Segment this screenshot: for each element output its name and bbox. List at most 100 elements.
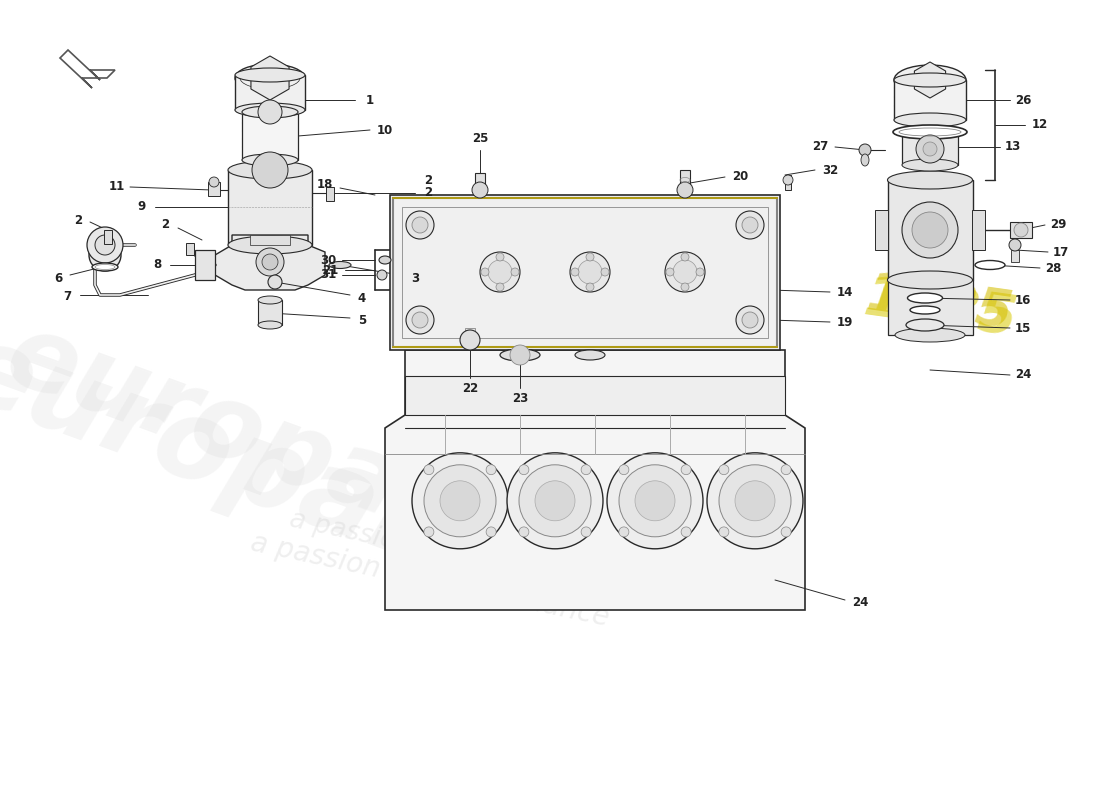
- Ellipse shape: [235, 64, 305, 92]
- Circle shape: [707, 453, 803, 549]
- Text: 11: 11: [109, 181, 125, 194]
- Circle shape: [480, 252, 520, 292]
- Circle shape: [619, 465, 629, 474]
- Circle shape: [406, 211, 434, 239]
- Text: 9: 9: [138, 201, 146, 214]
- Circle shape: [578, 260, 602, 284]
- Circle shape: [696, 268, 704, 276]
- Ellipse shape: [902, 159, 958, 171]
- Bar: [250, 235, 290, 245]
- Text: 2: 2: [161, 218, 169, 231]
- Circle shape: [424, 465, 433, 474]
- Bar: [242, 112, 298, 160]
- Ellipse shape: [242, 154, 298, 166]
- Text: 1: 1: [366, 94, 374, 106]
- Circle shape: [472, 182, 488, 198]
- Polygon shape: [60, 50, 116, 88]
- Text: 12: 12: [1032, 118, 1048, 131]
- Ellipse shape: [975, 261, 1005, 270]
- Polygon shape: [914, 62, 946, 98]
- Text: europarts: europarts: [0, 314, 557, 626]
- Circle shape: [535, 481, 575, 521]
- Text: 14: 14: [837, 286, 854, 298]
- Text: 13: 13: [1005, 141, 1021, 154]
- Bar: [680, 170, 690, 195]
- Circle shape: [619, 527, 629, 537]
- Text: 7: 7: [63, 290, 72, 303]
- Circle shape: [607, 453, 703, 549]
- Bar: [326, 187, 334, 201]
- Text: 3: 3: [411, 271, 419, 285]
- Ellipse shape: [908, 293, 943, 303]
- Ellipse shape: [906, 319, 944, 331]
- Ellipse shape: [235, 103, 305, 117]
- Text: 30: 30: [320, 254, 337, 266]
- Ellipse shape: [894, 113, 966, 127]
- Text: 26: 26: [1015, 94, 1031, 106]
- Text: 5: 5: [358, 314, 366, 326]
- Ellipse shape: [861, 154, 869, 166]
- Text: europarts: europarts: [0, 304, 568, 596]
- Circle shape: [412, 217, 428, 233]
- Polygon shape: [251, 56, 289, 100]
- Bar: [874, 210, 888, 250]
- Circle shape: [486, 527, 496, 537]
- Polygon shape: [385, 350, 805, 610]
- Text: 18: 18: [317, 178, 333, 191]
- Text: 2: 2: [74, 214, 82, 226]
- Ellipse shape: [92, 263, 118, 271]
- Text: 23: 23: [512, 391, 528, 405]
- Bar: [228, 170, 312, 245]
- Circle shape: [666, 252, 705, 292]
- Ellipse shape: [228, 236, 312, 254]
- Bar: [465, 328, 475, 348]
- Circle shape: [486, 465, 496, 474]
- Circle shape: [412, 453, 508, 549]
- Circle shape: [424, 527, 433, 537]
- Circle shape: [1009, 239, 1021, 251]
- Ellipse shape: [575, 350, 605, 360]
- Bar: [1011, 250, 1019, 262]
- Text: 1985: 1985: [864, 269, 1016, 341]
- Circle shape: [586, 253, 594, 261]
- Circle shape: [262, 254, 278, 270]
- Circle shape: [902, 202, 958, 258]
- Bar: [888, 280, 974, 335]
- Ellipse shape: [500, 349, 540, 361]
- Text: 8: 8: [153, 258, 161, 271]
- Circle shape: [519, 465, 591, 537]
- Bar: [195, 250, 214, 280]
- Circle shape: [89, 239, 121, 271]
- Circle shape: [460, 330, 480, 350]
- Text: a passion for performance: a passion for performance: [249, 528, 612, 632]
- Bar: [888, 180, 974, 280]
- Circle shape: [719, 465, 791, 537]
- Ellipse shape: [379, 256, 390, 264]
- Bar: [785, 175, 791, 190]
- Circle shape: [488, 260, 512, 284]
- Bar: [186, 243, 194, 255]
- Ellipse shape: [888, 271, 972, 289]
- Circle shape: [209, 177, 219, 187]
- Circle shape: [571, 268, 579, 276]
- Circle shape: [440, 481, 480, 521]
- Bar: [393, 198, 777, 347]
- Ellipse shape: [910, 306, 940, 314]
- Circle shape: [719, 527, 729, 537]
- Circle shape: [519, 465, 529, 474]
- Circle shape: [736, 211, 764, 239]
- Ellipse shape: [894, 65, 966, 95]
- Ellipse shape: [894, 73, 966, 87]
- Ellipse shape: [258, 296, 282, 304]
- Circle shape: [676, 182, 693, 198]
- Circle shape: [268, 275, 282, 289]
- Bar: [402, 207, 768, 338]
- Ellipse shape: [902, 126, 958, 138]
- Circle shape: [1014, 223, 1028, 237]
- Circle shape: [519, 527, 529, 537]
- Text: 6: 6: [54, 271, 62, 285]
- Circle shape: [496, 253, 504, 261]
- Text: 17: 17: [1053, 246, 1069, 258]
- Circle shape: [681, 253, 689, 261]
- Circle shape: [95, 235, 116, 255]
